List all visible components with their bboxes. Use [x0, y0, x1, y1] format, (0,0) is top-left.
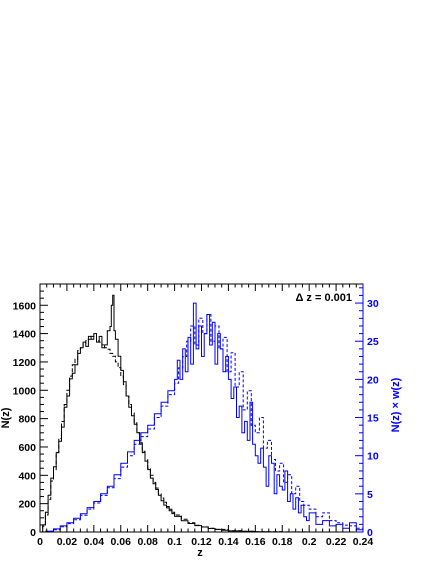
y-axis-right-title: N(z) × w(z) [390, 377, 402, 432]
y-right-tick-label: 0 [367, 527, 373, 539]
y-left-tick-label: 400 [18, 470, 36, 482]
x-tick-label: 0.06 [111, 536, 132, 548]
y-left-tick-label: 1000 [13, 385, 37, 397]
x-tick-label: 0.08 [137, 536, 158, 548]
tick-layer: 0 0.02 0.04 0.06 0.08 0.1 0.12 0.14 0.16 0.18 0.2 0… [13, 283, 379, 548]
y-right-tick-label: 15 [367, 413, 379, 425]
y-left-tick-label: 200 [18, 499, 36, 511]
x-tick-label: 0.2 [302, 536, 317, 548]
y-left-tick-label: 1200 [13, 357, 37, 369]
chart-annotation: Δ z = 0.001 [295, 292, 352, 304]
y-right-tick-label: 5 [367, 489, 373, 501]
y-left-tick-label: 600 [18, 442, 36, 454]
series-line-4 [45, 314, 364, 532]
y-axis-left-title: N(z) [0, 407, 12, 428]
y-right-tick-label: 25 [367, 336, 379, 348]
x-tick-label: 0.14 [218, 536, 239, 548]
y-left-tick-label: 0 [30, 527, 36, 539]
x-tick-label: 0.16 [245, 536, 266, 548]
x-axis-title: z [197, 547, 203, 559]
x-tick-label: 0 [37, 536, 43, 548]
x-tick-label: 0.04 [84, 536, 105, 548]
x-tick-label: 0.12 [191, 536, 212, 548]
x-tick-label: 0.24 [353, 536, 374, 548]
x-tick-label: 0.18 [272, 536, 293, 548]
y-left-tick-label: 1600 [13, 300, 37, 312]
x-tick-label: 0.1 [167, 536, 182, 548]
series-layer [40, 294, 364, 533]
y-right-tick-label: 10 [367, 451, 379, 463]
y-left-tick-label: 800 [18, 414, 36, 426]
series-line-2 [40, 335, 310, 533]
y-right-tick-label: 20 [367, 374, 379, 386]
y-right-tick-label: 30 [367, 298, 379, 310]
x-tick-label: 0.02 [57, 536, 78, 548]
y-left-tick-label: 1400 [13, 329, 37, 341]
x-tick-label: 0.22 [326, 536, 347, 548]
